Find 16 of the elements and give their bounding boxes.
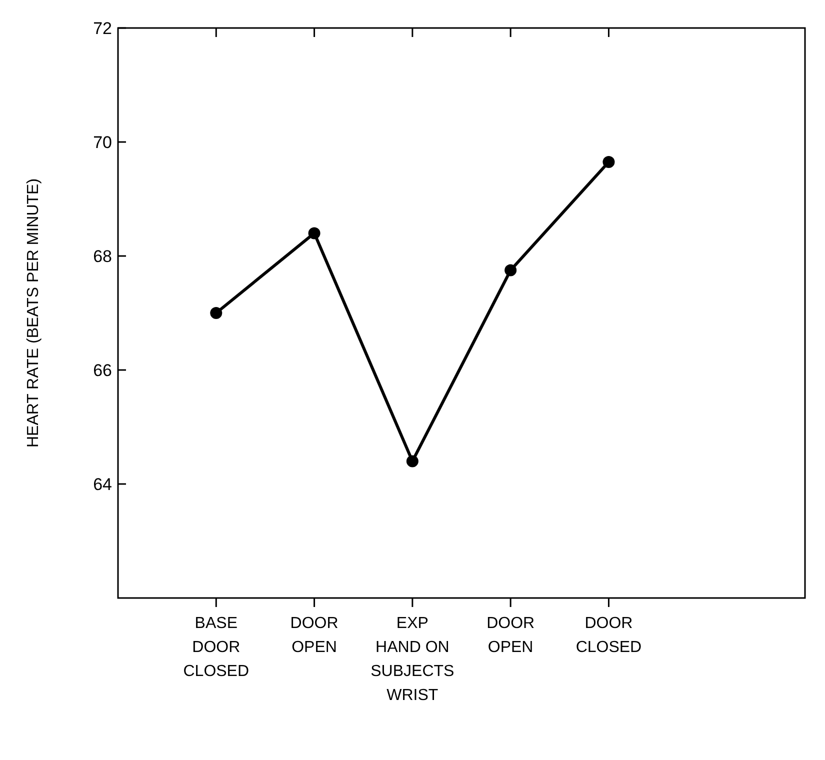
x-tick-label: DOOR CLOSED	[576, 615, 642, 656]
point	[504, 264, 517, 276]
x-tick-label: DOOR OPEN	[290, 615, 338, 656]
point	[210, 307, 222, 319]
point	[406, 455, 418, 468]
y-tick-label: 72	[93, 18, 112, 38]
y-tick-label: 64	[93, 474, 112, 494]
x-tick-label: DOOR OPEN	[486, 615, 535, 656]
x-tick-label: BASE DOOR CLOSED	[183, 615, 250, 680]
y-tick-label: 68	[93, 246, 112, 266]
y-tick-label: 66	[93, 360, 112, 380]
point	[602, 156, 615, 168]
y-axis-title: HEART RATE (BEATS PER MINUTE)	[25, 178, 42, 448]
y-tick-label: 70	[93, 132, 112, 152]
x-tick-label: EXP HAND ON SUBJECTS WRIST	[370, 615, 454, 704]
point	[308, 227, 320, 240]
